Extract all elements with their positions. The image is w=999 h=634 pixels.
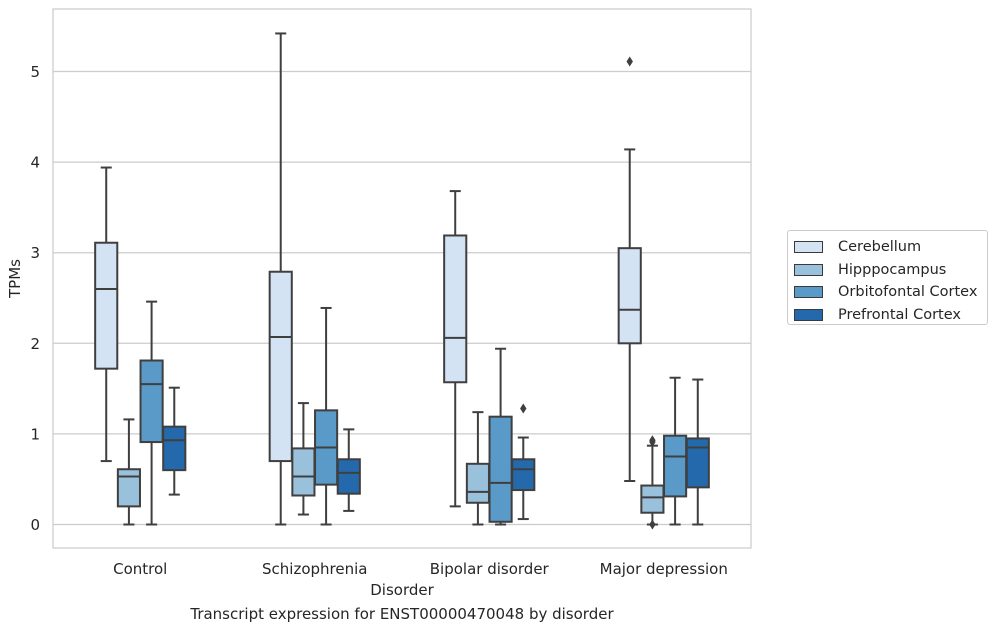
box-orbitofontal-cortex bbox=[314, 306, 339, 526]
box-iqr bbox=[640, 484, 665, 514]
box-orbitofontal-cortex bbox=[488, 347, 513, 526]
x-tick-label: Schizophrenia bbox=[262, 560, 367, 578]
box-iqr bbox=[511, 458, 536, 492]
y-tick-labels: 0 1 2 3 4 5 bbox=[30, 63, 40, 534]
box-orbitofontal-cortex bbox=[663, 376, 688, 526]
box-iqr bbox=[336, 458, 361, 495]
outlier-point bbox=[649, 435, 656, 446]
box-iqr bbox=[139, 359, 164, 444]
box-cerebellum bbox=[443, 190, 468, 508]
legend-swatch bbox=[794, 263, 823, 276]
y-tick-label: 4 bbox=[30, 154, 40, 172]
boxes bbox=[94, 32, 710, 530]
box-iqr bbox=[116, 468, 141, 508]
box-cerebellum bbox=[617, 56, 642, 483]
legend-label: Cerebellum bbox=[838, 239, 922, 256]
box-iqr bbox=[268, 270, 293, 463]
box-iqr bbox=[488, 415, 513, 523]
box-cerebellum bbox=[94, 166, 119, 463]
y-tick-label: 0 bbox=[30, 516, 40, 534]
legend-swatch bbox=[794, 308, 823, 321]
legend-item: Orbitofontal Cortex bbox=[794, 281, 987, 304]
box-prefrontal-cortex bbox=[511, 403, 536, 521]
x-tick-label: Major depression bbox=[600, 560, 728, 578]
box-iqr bbox=[291, 447, 316, 497]
box-iqr bbox=[663, 434, 688, 498]
box-hipppocampus bbox=[465, 411, 490, 526]
x-tick-labels: Control Schizophrenia Bipolar disorder Majo… bbox=[113, 560, 728, 578]
y-tick-label: 2 bbox=[30, 335, 40, 353]
x-tick-label: Control bbox=[113, 560, 167, 578]
outlier-point bbox=[626, 56, 633, 67]
legend-item: Prefrontal Cortex bbox=[794, 304, 987, 327]
box-prefrontal-cortex bbox=[336, 428, 361, 512]
box-iqr bbox=[617, 247, 642, 345]
plot-area-frame bbox=[52, 8, 752, 549]
y-axis-label: TPMs bbox=[6, 259, 24, 299]
legend-item: Hipppocampus bbox=[794, 259, 987, 282]
box-hipppocampus bbox=[640, 435, 665, 530]
box-iqr bbox=[94, 241, 119, 370]
box-orbitofontal-cortex bbox=[139, 300, 164, 526]
legend-label: Prefrontal Cortex bbox=[838, 306, 961, 323]
figure-caption: Transcript expression for ENST0000047004… bbox=[190, 605, 614, 623]
box-hipppocampus bbox=[291, 402, 316, 516]
x-tick-label: Bipolar disorder bbox=[430, 560, 550, 578]
x-axis-label: Disorder bbox=[370, 581, 434, 599]
legend: Cerebellum Hipppocampus Orbitofontal Corte… bbox=[787, 230, 988, 325]
box-hipppocampus bbox=[116, 418, 141, 526]
y-tick-label: 5 bbox=[30, 63, 40, 81]
outlier-point bbox=[520, 403, 527, 414]
box-iqr bbox=[465, 462, 490, 504]
box-iqr bbox=[685, 437, 710, 489]
box-iqr bbox=[443, 234, 468, 384]
legend-label: Orbitofontal Cortex bbox=[838, 284, 978, 301]
legend-label: Hipppocampus bbox=[838, 261, 947, 278]
gridlines bbox=[53, 70, 751, 526]
legend-swatch bbox=[794, 241, 823, 254]
legend-item: Cerebellum bbox=[794, 236, 987, 259]
outlier-point bbox=[649, 519, 656, 530]
y-tick-label: 1 bbox=[30, 425, 40, 443]
y-tick-label: 3 bbox=[30, 244, 40, 262]
box-iqr bbox=[162, 425, 187, 472]
box-prefrontal-cortex bbox=[685, 378, 710, 526]
legend-swatch bbox=[794, 286, 823, 299]
box-prefrontal-cortex bbox=[162, 386, 187, 496]
box-cerebellum bbox=[268, 32, 293, 526]
